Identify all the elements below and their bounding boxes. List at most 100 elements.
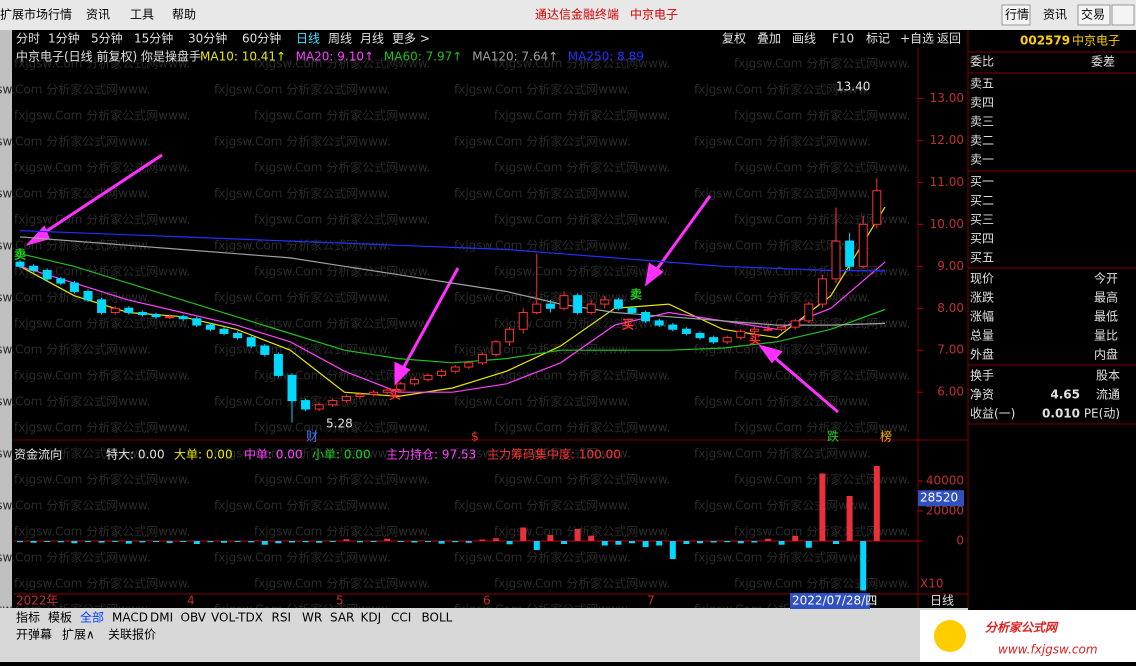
arrow (650, 195, 712, 277)
watermark: fxjgsw.Com 分析家公式网www. (454, 394, 630, 409)
candle-body (273, 353, 283, 376)
candle-body (260, 345, 270, 355)
btn[interactable] (1111, 4, 1135, 26)
flow-bar (642, 541, 649, 547)
candle-body (124, 307, 134, 313)
menu-item[interactable]: 工具 (130, 8, 154, 22)
period[interactable]: 1分钟 (48, 31, 80, 46)
tab[interactable]: WR (302, 611, 322, 625)
flow-bar (316, 541, 323, 543)
y-tick-label: 7.00 (937, 343, 964, 357)
period[interactable]: 周线 (328, 32, 352, 46)
period[interactable]: 日线 (296, 32, 320, 46)
tab[interactable]: 扩展∧ (62, 628, 95, 642)
tab[interactable]: MACD (112, 611, 148, 625)
tab[interactable]: 全部 (80, 610, 104, 625)
arrow (35, 153, 163, 240)
tab[interactable]: BOLL (422, 611, 453, 625)
watermark-layer: fxjgsw.Com 分析家公式网www. fxjgsw.Com 分析家公式网ww… (0, 56, 910, 617)
watermark: fxjgsw.Com 分析家公式网www. (14, 108, 190, 123)
menu-item[interactable]: 资讯 (86, 8, 110, 22)
quote-value: 0.010 (1042, 407, 1080, 421)
current-value: 28520 (920, 491, 958, 505)
tab[interactable]: CCI (391, 611, 411, 625)
tab[interactable]: SAR (330, 611, 354, 625)
event-marker[interactable]: $ (471, 430, 479, 444)
tool[interactable]: 画线 (792, 32, 816, 46)
tool[interactable]: F10 (832, 32, 854, 46)
arrow-head (758, 344, 783, 364)
watermark: fxjgsw.Com 分析家公式网www. (254, 212, 430, 227)
btn[interactable] (1001, 4, 1031, 26)
quote-label: 收益(一) (970, 407, 1015, 421)
event-marker[interactable]: 财 (306, 430, 318, 444)
tool[interactable]: +自选 (900, 32, 934, 46)
menu-item[interactable]: 帮助 (172, 8, 196, 22)
tab[interactable]: 开弹幕 (16, 628, 52, 642)
quote-label: 买四 (970, 232, 994, 246)
watermark: fxjgsw.Com 分析家公式网www. (0, 446, 150, 461)
flow-item: 中单: 0.00 (244, 447, 303, 462)
flow-bar (85, 541, 91, 543)
watermark: fxjgsw.Com 分析家公式网www. (254, 56, 430, 71)
candle-body (858, 223, 868, 267)
flow-bar (860, 541, 867, 591)
tab[interactable]: 关联报价 (108, 627, 156, 642)
candle-body (423, 374, 433, 381)
y-tick-label: 0 (956, 534, 964, 548)
watermark: fxjgsw.Com 分析家公式网www. (494, 160, 670, 175)
app-title: 通达信金融终端 (535, 7, 619, 22)
watermark: fxjgsw.Com 分析家公式网www. (214, 238, 390, 253)
candle-body (369, 391, 379, 395)
flow-bar (792, 535, 799, 541)
tab[interactable]: VOL-TDX (211, 611, 263, 625)
tab[interactable]: OBV (181, 611, 207, 625)
watermark: fxjgsw.Com 分析家公式网www. (0, 134, 150, 149)
candle-body (736, 330, 746, 339)
flow-item: 特大: 0.00 (106, 447, 165, 462)
watermark: fxjgsw.Com 分析家公式网www. (214, 446, 390, 461)
tab[interactable]: RSI (272, 611, 292, 625)
flow-bar (629, 541, 635, 544)
flow-bar (98, 541, 105, 543)
flow-bar (656, 541, 663, 546)
watermark: fxjgsw.Com 分析家公式网www. (214, 342, 390, 357)
tab[interactable]: 模板 (48, 611, 72, 625)
period[interactable]: 30分钟 (188, 31, 227, 46)
candle-body (545, 303, 555, 309)
event-marker[interactable]: 跌 (827, 429, 839, 444)
tab[interactable]: 指标 (16, 610, 40, 625)
menu-item[interactable]: 扩展市场行情 (0, 7, 72, 22)
signal: 卖 (14, 247, 26, 262)
tab[interactable]: DMI (150, 611, 173, 625)
tool[interactable]: 叠加 (757, 32, 781, 46)
flow-bar (207, 541, 214, 543)
top-button[interactable]: 资讯 (1043, 8, 1067, 22)
period[interactable]: 更多 > (392, 32, 430, 46)
flow-bar (180, 541, 187, 542)
tool[interactable]: 返回 (937, 32, 961, 46)
event-marker[interactable]: 榜 (880, 429, 892, 444)
ma-line (19, 236, 886, 326)
period[interactable]: 分时 (16, 32, 40, 46)
candle-body (355, 393, 365, 397)
flow-bar (493, 538, 499, 541)
flow-bar (452, 541, 459, 543)
top-button[interactable]: 交易 (1081, 7, 1105, 22)
flow-bar (112, 541, 119, 542)
top-button[interactable]: 行情 (1005, 8, 1029, 22)
watermark: fxjgsw.Com 分析家公式网www. (694, 446, 870, 461)
tool[interactable]: 标记 (866, 32, 890, 46)
tab[interactable]: KDJ (361, 611, 382, 625)
arrow-head (644, 262, 664, 287)
period[interactable]: 60分钟 (242, 31, 281, 46)
tool[interactable]: 复权 (722, 32, 746, 46)
quote-label: 涨幅 (970, 309, 994, 324)
period[interactable]: 月线 (360, 32, 384, 46)
period[interactable]: 5分钟 (91, 31, 123, 46)
btn[interactable] (1077, 4, 1111, 26)
candle-body (192, 318, 202, 326)
period[interactable]: 15分钟 (134, 31, 173, 46)
candle-body (110, 307, 120, 313)
